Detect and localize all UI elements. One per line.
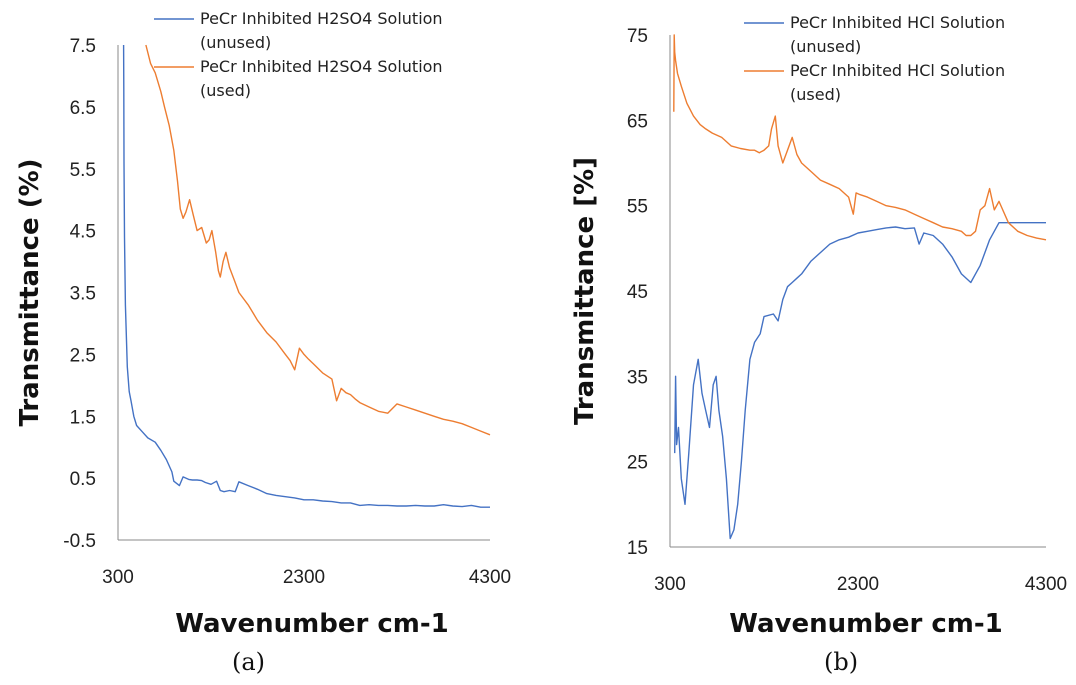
x-tick-label: 4300 xyxy=(469,567,511,588)
legend-label-1: (unused) xyxy=(200,33,271,52)
x-axis-title: Wavenumber cm-1 xyxy=(175,609,449,639)
y-tick-label: 3.5 xyxy=(70,284,96,305)
chart-a-svg: 7.5 6.5 5.5 4.5 3.5 2.5 1.5 0.5 -0.5 300 2300 4300 W… xyxy=(15,9,511,639)
chart-b-caption: (b) xyxy=(824,648,859,676)
y-tick-label: 35 xyxy=(627,367,648,388)
y-tick-label: 1.5 xyxy=(70,407,96,428)
y-tick-label: 75 xyxy=(627,26,648,47)
legend-label-1: PeCr Inhibited H2SO4 Solution xyxy=(200,9,443,28)
y-tick-label: 25 xyxy=(627,453,648,474)
legend-label-2: (used) xyxy=(790,85,841,104)
chart-panel-a: 7.5 6.5 5.5 4.5 3.5 2.5 1.5 0.5 -0.5 300 2300 4300 W… xyxy=(15,9,511,676)
legend-label-2: PeCr Inhibited HCl Solution xyxy=(790,61,1005,80)
legend-label-2: PeCr Inhibited H2SO4 Solution xyxy=(200,57,443,76)
y-tick-label: 0.5 xyxy=(70,469,96,490)
x-tick-label: 300 xyxy=(102,567,134,588)
y-tick-label: 6.5 xyxy=(70,98,96,119)
chart-b-svg: 75 65 55 45 35 25 15 300 2300 4300 Wavenumber cm-1… xyxy=(570,13,1067,639)
y-axis-title: Transmittance (%) xyxy=(15,158,45,426)
y-tick-label: 15 xyxy=(627,538,648,559)
legend-label-2: (used) xyxy=(200,81,251,100)
series-line-2 xyxy=(673,34,1047,241)
y-tick-label: 65 xyxy=(627,111,648,132)
y-tick-label: 4.5 xyxy=(70,222,96,243)
x-tick-label: 2300 xyxy=(283,567,325,588)
y-tick-label: 55 xyxy=(627,197,648,218)
series-line-2 xyxy=(145,44,491,436)
y-axis-title: Transmittance [%] xyxy=(570,157,600,425)
y-tick-label: -0.5 xyxy=(63,531,96,552)
x-tick-label: 2300 xyxy=(837,574,879,595)
series-line-1 xyxy=(122,44,490,508)
y-tick-label: 2.5 xyxy=(70,345,96,366)
series-line-1 xyxy=(674,222,1046,540)
chart-a-caption: (a) xyxy=(232,648,266,676)
legend-label-1: (unused) xyxy=(790,37,861,56)
y-tick-label: 45 xyxy=(627,282,648,303)
x-tick-label: 4300 xyxy=(1025,574,1067,595)
legend-label-1: PeCr Inhibited HCl Solution xyxy=(790,13,1005,32)
x-tick-label: 300 xyxy=(654,574,686,595)
x-axis-title: Wavenumber cm-1 xyxy=(729,609,1003,639)
y-tick-label: 7.5 xyxy=(70,36,96,57)
chart-panel-b: 75 65 55 45 35 25 15 300 2300 4300 Wavenumber cm-1… xyxy=(538,0,1076,685)
y-tick-label: 5.5 xyxy=(70,160,96,181)
